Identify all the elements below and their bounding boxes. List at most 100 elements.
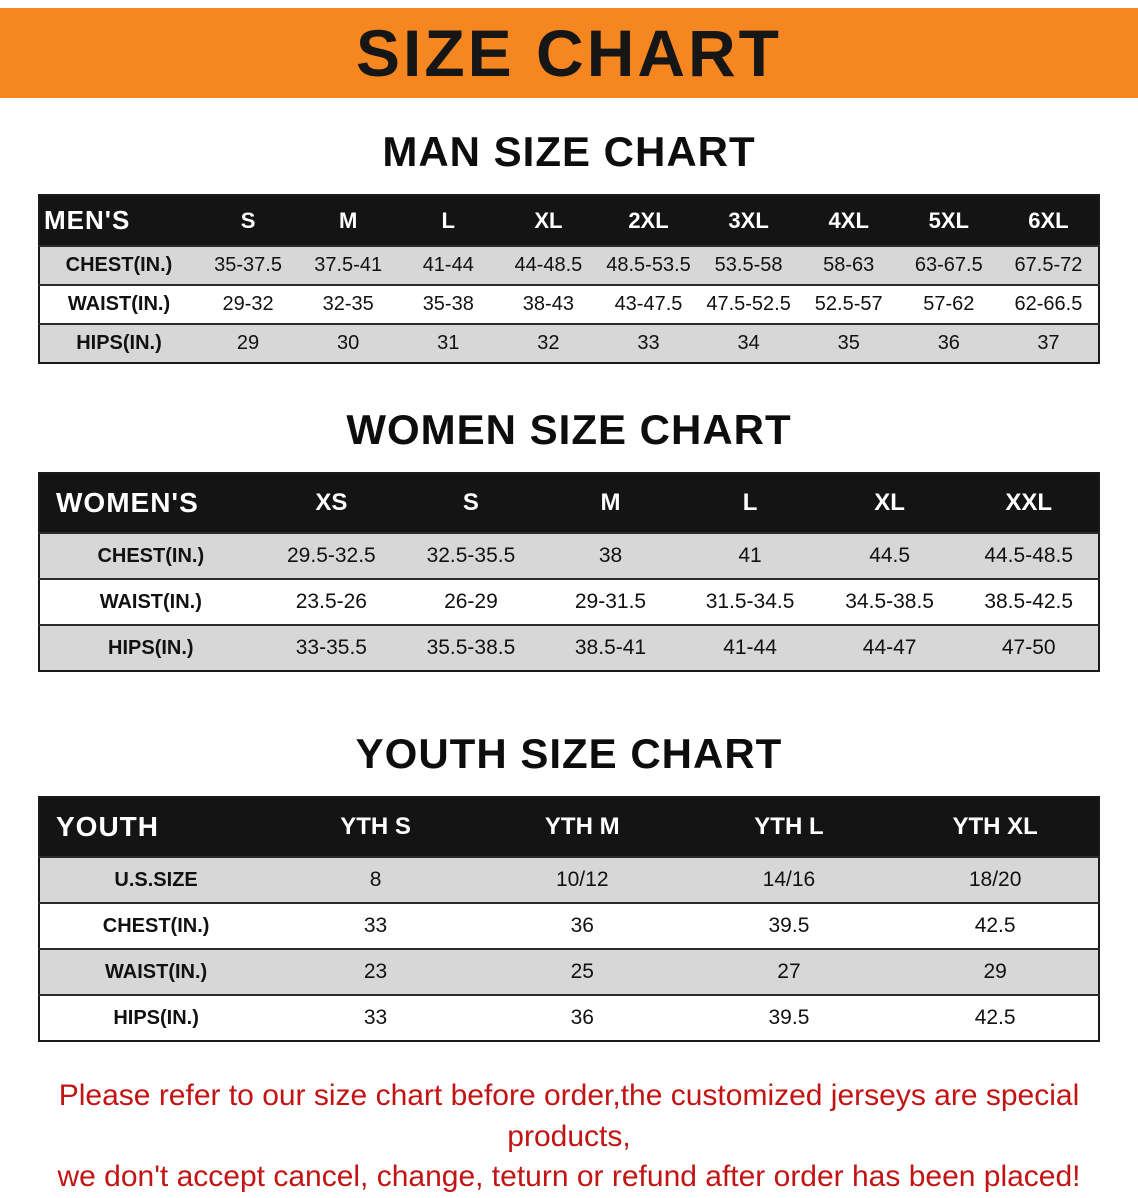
table-row: U.S.SIZE 8 10/12 14/16 18/20: [39, 856, 1099, 903]
table-cell: 18/20: [892, 856, 1099, 903]
column-header: YTH S: [272, 797, 479, 857]
table-cell: 35: [798, 323, 899, 363]
youth-size-table-wrap: YOUTH YTH S YTH M YTH L YTH XL U.S.SIZE 8 10/12…: [38, 796, 1100, 1042]
table-cell: 29-31.5: [540, 578, 681, 625]
column-header: XL: [498, 195, 599, 246]
table-cell: 35-38: [398, 284, 499, 324]
column-header: S: [401, 473, 541, 533]
table-cell: 47-50: [959, 624, 1099, 671]
youth-size-section: YOUTH SIZE CHART YOUTH YTH S YTH M YTH L YTH…: [38, 730, 1100, 1042]
table-row: HIPS(IN.) 29 30 31 32 33 34 35 36 37: [39, 323, 1099, 363]
table-cell: 37.5-41: [298, 245, 399, 285]
table-cell: 29.5-32.5: [261, 532, 402, 579]
table-cell: 38-43: [498, 284, 599, 324]
table-cell: 39.5: [685, 994, 893, 1041]
table-cell: 29-32: [198, 284, 299, 324]
banner: SIZE CHART: [0, 8, 1138, 98]
column-header: M: [540, 473, 681, 533]
column-header: YTH M: [478, 797, 686, 857]
table-row: WAIST(IN.) 23 25 27 29: [39, 948, 1099, 995]
table-cell: 38.5-42.5: [959, 578, 1099, 625]
table-cell: 44-48.5: [498, 245, 599, 285]
table-cell: 35.5-38.5: [401, 624, 541, 671]
table-cell: 43-47.5: [598, 284, 699, 324]
size-table: WOMEN'S XS S M L XL XXL CHEST(IN.) 29.5-32.5 32.5…: [38, 472, 1100, 672]
table-cell: 67.5-72: [998, 245, 1099, 285]
men-size-table-wrap: MEN'S S M L XL 2XL 3XL 4XL 5XL 6XL CHEST(IN.) 35-37…: [38, 194, 1100, 364]
table-cell: 31.5-34.5: [680, 578, 820, 625]
column-header: YTH XL: [892, 797, 1099, 857]
size-chart-page: SIZE CHART MAN SIZE CHART MEN'S S M L XL 2XL 3…: [0, 8, 1138, 1198]
row-label: HIPS(IN.): [39, 624, 262, 671]
table-row: WAIST(IN.) 29-32 32-35 35-38 38-43 43-47.5 47.…: [39, 284, 1099, 324]
table-cell: 10/12: [478, 856, 686, 903]
row-label: U.S.SIZE: [39, 856, 273, 903]
women-size-section: WOMEN SIZE CHART WOMEN'S XS S M L XL XXL CHEST(…: [38, 406, 1100, 672]
table-cell: 42.5: [892, 994, 1099, 1041]
row-label: CHEST(IN.): [39, 245, 198, 285]
table-cell: 38: [540, 532, 681, 579]
row-label: CHEST(IN.): [39, 902, 273, 949]
table-cell: 41-44: [680, 624, 820, 671]
women-size-table-wrap: WOMEN'S XS S M L XL XXL CHEST(IN.) 29.5-32.5 32.5…: [38, 472, 1100, 672]
column-header: XL: [819, 473, 960, 533]
table-cell: 36: [478, 994, 686, 1041]
table-cell: 36: [898, 323, 999, 363]
table-cell: 29: [198, 323, 299, 363]
footnote-line-2: we don't accept cancel, change, teturn o…: [57, 1160, 1081, 1193]
column-header: L: [398, 195, 499, 246]
column-header: L: [680, 473, 820, 533]
table-cell: 35-37.5: [198, 245, 299, 285]
table-cell: 33-35.5: [261, 624, 402, 671]
table-cell: 29: [892, 948, 1099, 995]
table-cell: 44-47: [819, 624, 960, 671]
youth-section-heading: YOUTH SIZE CHART: [355, 730, 783, 777]
table-row: CHEST(IN.) 35-37.5 37.5-41 41-44 44-48.5 48.5…: [39, 245, 1099, 285]
table-cell: 42.5: [892, 902, 1099, 949]
row-label: CHEST(IN.): [39, 532, 262, 579]
row-label: WAIST(IN.): [39, 578, 262, 625]
table-title-cell: WOMEN'S: [39, 473, 262, 533]
men-size-section: MAN SIZE CHART MEN'S S M L XL 2XL 3XL 4XL 5XL 6XL…: [38, 128, 1100, 364]
table-cell: 14/16: [685, 856, 893, 903]
table-cell: 38.5-41: [540, 624, 681, 671]
column-header: YTH L: [685, 797, 893, 857]
table-cell: 57-62: [898, 284, 999, 324]
table-cell: 47.5-52.5: [698, 284, 799, 324]
row-label: HIPS(IN.): [39, 994, 273, 1041]
table-cell: 44.5-48.5: [959, 532, 1099, 579]
table-cell: 32-35: [298, 284, 399, 324]
table-cell: 23: [272, 948, 479, 995]
table-header-row: YOUTH YTH S YTH M YTH L YTH XL: [39, 797, 1099, 857]
footnote-line-1: Please refer to our size chart before or…: [58, 1079, 1080, 1153]
table-cell: 25: [478, 948, 686, 995]
women-section-heading: WOMEN SIZE CHART: [346, 406, 792, 453]
table-row: HIPS(IN.) 33-35.5 35.5-38.5 38.5-41 41-44 44-…: [39, 624, 1099, 671]
table-cell: 30: [298, 323, 399, 363]
table-cell: 33: [272, 994, 479, 1041]
table-cell: 63-67.5: [898, 245, 999, 285]
table-cell: 8: [272, 856, 479, 903]
table-cell: 48.5-53.5: [598, 245, 699, 285]
size-table: MEN'S S M L XL 2XL 3XL 4XL 5XL 6XL CHEST(IN.) 35-37…: [38, 194, 1100, 364]
size-table: YOUTH YTH S YTH M YTH L YTH XL U.S.SIZE 8 10/12…: [38, 796, 1100, 1042]
table-cell: 23.5-26: [261, 578, 402, 625]
table-row: WAIST(IN.) 23.5-26 26-29 29-31.5 31.5-34.5 34…: [39, 578, 1099, 625]
row-label: WAIST(IN.): [39, 284, 198, 324]
table-cell: 32: [498, 323, 599, 363]
column-header: 3XL: [698, 195, 799, 246]
column-header: 6XL: [998, 195, 1099, 246]
table-header-row: MEN'S S M L XL 2XL 3XL 4XL 5XL 6XL: [39, 195, 1099, 246]
table-cell: 33: [598, 323, 699, 363]
table-cell: 39.5: [685, 902, 893, 949]
table-cell: 36: [478, 902, 686, 949]
table-title-cell: YOUTH: [39, 797, 273, 857]
row-label: HIPS(IN.): [39, 323, 198, 363]
table-cell: 26-29: [401, 578, 541, 625]
table-title-cell: MEN'S: [39, 195, 198, 246]
banner-title: SIZE CHART: [356, 16, 782, 90]
table-cell: 44.5: [819, 532, 960, 579]
table-cell: 53.5-58: [698, 245, 799, 285]
table-cell: 34.5-38.5: [819, 578, 960, 625]
table-header-row: WOMEN'S XS S M L XL XXL: [39, 473, 1099, 533]
